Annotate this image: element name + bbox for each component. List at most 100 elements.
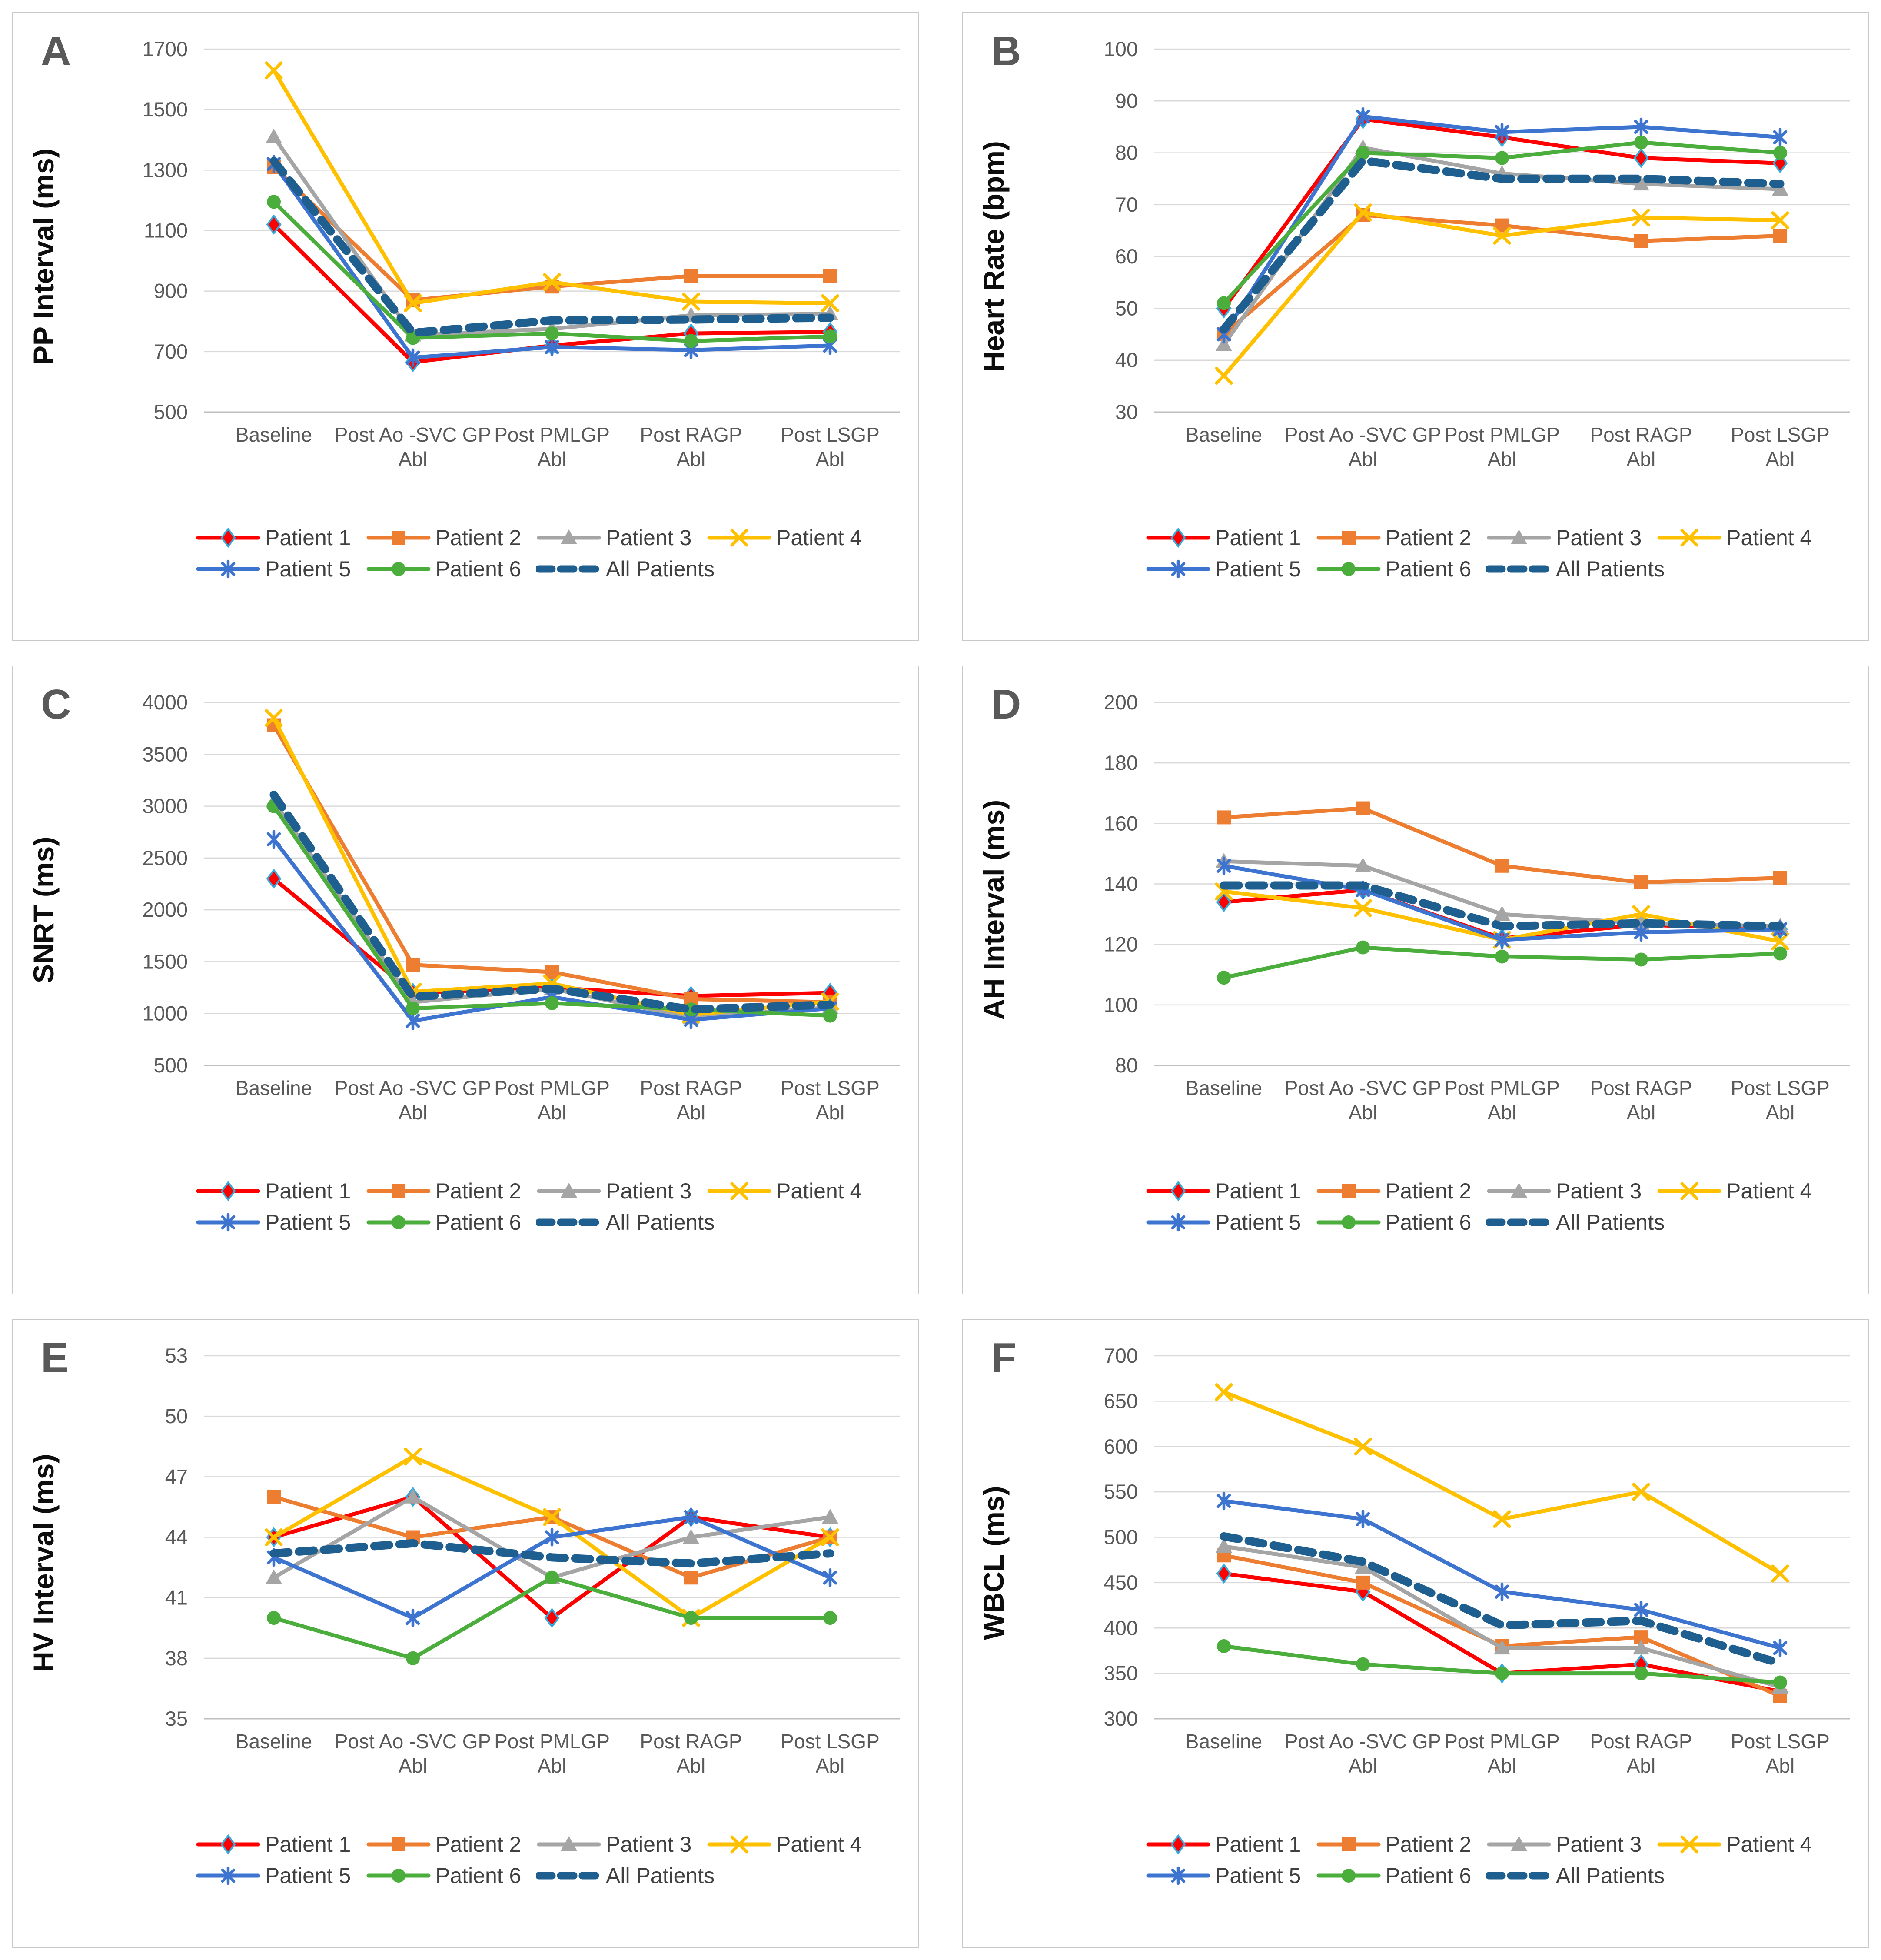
- x-marker: [1354, 203, 1372, 222]
- legend-swatch-icon: [537, 1183, 601, 1198]
- legend-swatch-icon: [536, 1872, 602, 1880]
- diamond-marker: [220, 1181, 236, 1201]
- x-category-label: Abl: [816, 1754, 844, 1777]
- legend-label: Patient 5: [1215, 557, 1301, 581]
- legend-label: Patient 6: [435, 1863, 522, 1888]
- x-category-label: Post LSGP: [1731, 1077, 1830, 1099]
- legend-label: Patient 5: [265, 557, 351, 581]
- legend-swatch-icon: [1487, 529, 1551, 544]
- triangle-marker: [266, 1569, 282, 1584]
- legend-label: Patient 3: [606, 1179, 692, 1203]
- x-category-label: Post RAGP: [640, 1077, 742, 1099]
- legend-row: Patient 5 Patient 6 All Patients: [196, 1863, 905, 1888]
- x-category-label: Baseline: [1186, 1077, 1262, 1099]
- legend-label: Patient 3: [606, 1832, 692, 1857]
- y-tick-label: 400: [1104, 1616, 1138, 1639]
- asterisk-marker: [1171, 1866, 1186, 1885]
- chart-panel-E: E HV Interval (ms) 35 38 41 44 47 50 53 Baseline P…: [12, 1319, 919, 1948]
- circle-marker: [1356, 940, 1370, 955]
- diamond-marker: [1170, 1834, 1186, 1855]
- legend-item-patient-6: Patient 6: [1316, 1210, 1486, 1235]
- legend-swatch-icon: [196, 1834, 260, 1855]
- x-category-label: Post PMLGP: [1444, 1077, 1560, 1099]
- legend-item-all-patients: All Patients: [1486, 1210, 1665, 1235]
- x-category-label: Abl: [1349, 1754, 1377, 1777]
- x-category-label: Abl: [677, 1101, 705, 1124]
- panel-letter-F: F: [991, 1334, 1017, 1381]
- y-axis-title-D: AH Interval (ms): [977, 799, 1010, 1020]
- legend-label: Patient 2: [1386, 1179, 1472, 1203]
- y-tick-label: 450: [1104, 1571, 1138, 1594]
- legend-swatch-icon: [536, 565, 602, 573]
- legend-item-patient-1: Patient 1: [1146, 1832, 1316, 1857]
- chart-B-series-all-patients: [1220, 156, 1785, 333]
- legend-label: Patient 6: [1386, 1863, 1472, 1888]
- circle-marker: [1495, 151, 1509, 165]
- legend-item-all-patients: All Patients: [536, 1863, 715, 1888]
- legend-label: Patient 1: [1215, 1832, 1301, 1857]
- legend-label: All Patients: [1556, 1863, 1665, 1888]
- asterisk-marker: [545, 338, 559, 356]
- square-marker: [1356, 801, 1370, 815]
- legend-swatch-icon: [1146, 1213, 1210, 1232]
- legend-row: Patient 1 Patient 2 Patient 3 Patient 4: [196, 1832, 905, 1857]
- x-marker: [682, 293, 700, 311]
- legend-row: Patient 5 Patient 6 All Patients: [1146, 1863, 1855, 1888]
- legend-row: Patient 1 Patient 2 Patient 3 Patient 4: [1146, 1832, 1855, 1857]
- x-category-label: Post LSGP: [1731, 1730, 1830, 1753]
- legend-item-patient-5: Patient 5: [196, 1863, 366, 1888]
- legend-row: Patient 5 Patient 6 All Patients: [1146, 1210, 1855, 1235]
- square-marker: [1634, 234, 1648, 248]
- chart-E-series-patient-4: [265, 1448, 839, 1627]
- legend-item-patient-2: Patient 2: [1316, 525, 1486, 550]
- legend-item-patient-3: Patient 3: [536, 1178, 707, 1204]
- legend-row: Patient 1 Patient 2 Patient 3 Patient 4: [1146, 1178, 1855, 1204]
- asterisk-marker: [1495, 1582, 1509, 1601]
- y-tick-label: 600: [1104, 1435, 1138, 1458]
- diamond-marker: [266, 214, 282, 235]
- square-marker: [1217, 810, 1231, 825]
- circle-marker: [267, 1611, 281, 1625]
- legend-label: Patient 3: [606, 526, 692, 550]
- x-category-label: Post LSGP: [781, 423, 880, 446]
- y-tick-label: 50: [1115, 296, 1138, 319]
- legend-swatch-icon: [196, 527, 260, 548]
- legend-item-all-patients: All Patients: [1486, 1863, 1665, 1888]
- square-marker: [267, 1490, 281, 1504]
- legend-swatch-icon: [1316, 1869, 1381, 1883]
- legend-swatch-icon: [1316, 1837, 1381, 1851]
- y-tick-label: 40: [1115, 349, 1138, 372]
- legend-C: Patient 1 Patient 2 Patient 3 Patient 4 Pati…: [196, 1178, 905, 1235]
- asterisk-marker: [545, 1528, 559, 1547]
- legend-item-patient-3: Patient 3: [536, 1832, 707, 1857]
- asterisk-marker: [1495, 930, 1509, 949]
- chart-B-plot: 30 40 50 60 70 80 90 100 Baseline Post Ao -SVC GP…: [1104, 37, 1850, 470]
- legend-label: Patient 5: [1215, 1863, 1301, 1888]
- legend-swatch-icon: [366, 562, 431, 576]
- y-tick-label: 70: [1115, 193, 1138, 216]
- x-category-label: Abl: [538, 448, 566, 470]
- square-marker: [1342, 531, 1356, 545]
- chart-A-series-patient-4: [265, 61, 839, 312]
- chart-F-series-patient-6: [1217, 1639, 1787, 1690]
- legend-swatch-icon: [707, 1182, 771, 1200]
- x-marker: [1215, 367, 1233, 385]
- legend-swatch-icon: [1487, 1183, 1551, 1198]
- x-category-label: Abl: [1766, 1754, 1795, 1777]
- asterisk-marker: [266, 830, 281, 849]
- legend-F: Patient 1 Patient 2 Patient 3 Patient 4 Pati…: [1146, 1832, 1855, 1888]
- legend-row: Patient 5 Patient 6 All Patients: [196, 556, 905, 582]
- legend-item-patient-5: Patient 5: [196, 1210, 366, 1235]
- y-tick-label: 60: [1115, 245, 1138, 268]
- legend-label: Patient 4: [776, 526, 862, 550]
- circle-marker: [1342, 1869, 1356, 1883]
- asterisk-marker: [1216, 1491, 1231, 1511]
- x-category-label: Abl: [1766, 1101, 1795, 1124]
- x-category-label: Abl: [1488, 448, 1516, 470]
- legend-label: Patient 4: [1726, 526, 1812, 550]
- x-category-label: Abl: [538, 1754, 566, 1777]
- legend-swatch-icon: [1316, 1215, 1381, 1229]
- legend-swatch-icon: [196, 559, 260, 579]
- legend-swatch-icon: [1146, 559, 1210, 579]
